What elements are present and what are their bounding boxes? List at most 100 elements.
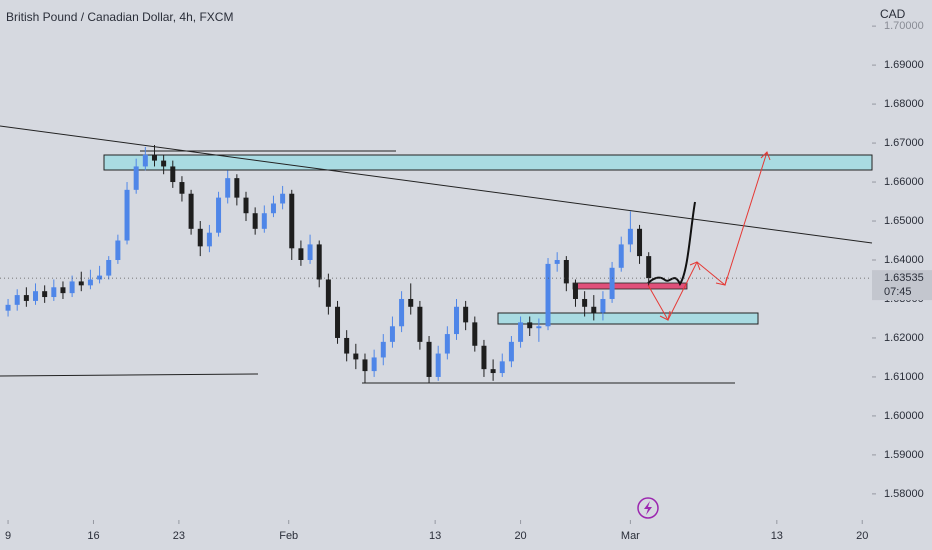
- x-tick-label: 23: [173, 530, 185, 542]
- candles: [5, 145, 652, 383]
- candle-body: [637, 228, 643, 257]
- candle-body: [42, 291, 48, 298]
- y-tick-label: 1.59000: [884, 449, 924, 461]
- candle-body: [69, 281, 75, 294]
- y-tick-label: 1.67000: [884, 137, 924, 149]
- candle-body: [225, 178, 231, 198]
- candle-body: [97, 275, 103, 280]
- candle-body: [417, 306, 423, 342]
- y-tick-label: 1.66000: [884, 176, 924, 188]
- candle-body: [142, 154, 148, 167]
- candle-body: [518, 322, 524, 342]
- candle-body: [151, 154, 157, 161]
- candle-body: [371, 357, 377, 372]
- candle-body: [206, 232, 212, 247]
- candle-body: [133, 166, 139, 190]
- y-tick-label: 1.68000: [884, 98, 924, 110]
- candle-body: [335, 306, 341, 338]
- candle-body: [545, 263, 551, 327]
- candle-body: [353, 353, 359, 360]
- candle-body: [270, 203, 276, 214]
- y-tick-label: 1.65000: [884, 215, 924, 227]
- candle-body: [380, 341, 386, 358]
- candle-body: [216, 197, 222, 233]
- candle-body: [618, 244, 624, 268]
- candle-body: [563, 260, 569, 284]
- candle-body: [408, 298, 414, 307]
- candle-body: [600, 298, 606, 313]
- candle-body: [280, 193, 286, 204]
- candle-body: [572, 283, 578, 299]
- y-tick-label: 1.58000: [884, 488, 924, 500]
- event-icon: [637, 497, 659, 519]
- candle-body: [435, 353, 441, 377]
- candle-body: [115, 240, 121, 260]
- x-tick-label: 13: [429, 530, 441, 542]
- arrow-heads: [659, 151, 771, 321]
- candle-body: [499, 361, 505, 374]
- last-price-box: [872, 270, 932, 301]
- candle-body: [33, 291, 39, 301]
- candle-body: [261, 213, 267, 229]
- candle-body: [161, 160, 167, 167]
- candle-body: [316, 244, 322, 280]
- x-tick-label: 9: [5, 530, 11, 542]
- x-tick-label: Mar: [621, 530, 640, 542]
- chart-title: British Pound / Canadian Dollar, 4h, FXC…: [6, 10, 233, 24]
- candle-body: [527, 322, 533, 329]
- candle-body: [481, 345, 487, 370]
- currency-label: CAD: [880, 7, 906, 21]
- candle-body: [609, 267, 615, 299]
- support-zone: [497, 312, 759, 325]
- candle-body: [234, 178, 240, 198]
- candle-body: [426, 341, 432, 377]
- candle-body: [307, 244, 313, 260]
- candle-body: [362, 359, 368, 372]
- trend-line: [0, 125, 873, 244]
- candle-body: [627, 228, 633, 245]
- resistance-zone: [103, 154, 873, 171]
- candle-body: [508, 341, 514, 362]
- candle-body: [170, 166, 176, 183]
- candle-body: [646, 256, 652, 279]
- x-tick-label: Feb: [279, 530, 298, 542]
- candle-body: [23, 295, 29, 301]
- candle-body: [78, 281, 84, 286]
- candle-body: [490, 369, 496, 374]
- candle-body: [179, 182, 185, 194]
- x-tick-label: 20: [856, 530, 868, 542]
- y-tick-label: 1.60000: [884, 410, 924, 422]
- y-tick-label: 1.70000: [884, 20, 924, 32]
- candle-body: [188, 193, 194, 229]
- candle-body: [106, 260, 112, 276]
- candle-body: [87, 279, 93, 286]
- candle-body: [289, 193, 295, 249]
- candle-body: [463, 306, 469, 323]
- x-tick-label: 13: [771, 530, 783, 542]
- candle-body: [5, 304, 11, 311]
- candle-body: [51, 287, 57, 298]
- horizontal-line: [0, 373, 259, 377]
- y-tick-label: 1.64000: [884, 254, 924, 266]
- y-tick-label: 1.62000: [884, 332, 924, 344]
- drawings: [0, 125, 873, 519]
- candle-body: [454, 306, 460, 335]
- candle-body: [554, 260, 560, 264]
- candle-body: [298, 248, 304, 260]
- candle-body: [399, 298, 405, 327]
- countdown-label: 07:45: [884, 286, 912, 298]
- hand-drawn-path: [647, 201, 696, 287]
- last-price-label: 1.63535: [884, 272, 924, 284]
- candle-body: [252, 213, 258, 229]
- y-tick-label: 1.69000: [884, 59, 924, 71]
- entry-zone: [572, 282, 688, 290]
- x-tick-label: 20: [514, 530, 526, 542]
- candle-body: [197, 228, 203, 247]
- event-icon-bolt: [644, 501, 652, 515]
- candle-body: [472, 322, 478, 346]
- candle-body: [243, 197, 249, 214]
- x-tick-label: 16: [87, 530, 99, 542]
- candle-body: [582, 298, 588, 307]
